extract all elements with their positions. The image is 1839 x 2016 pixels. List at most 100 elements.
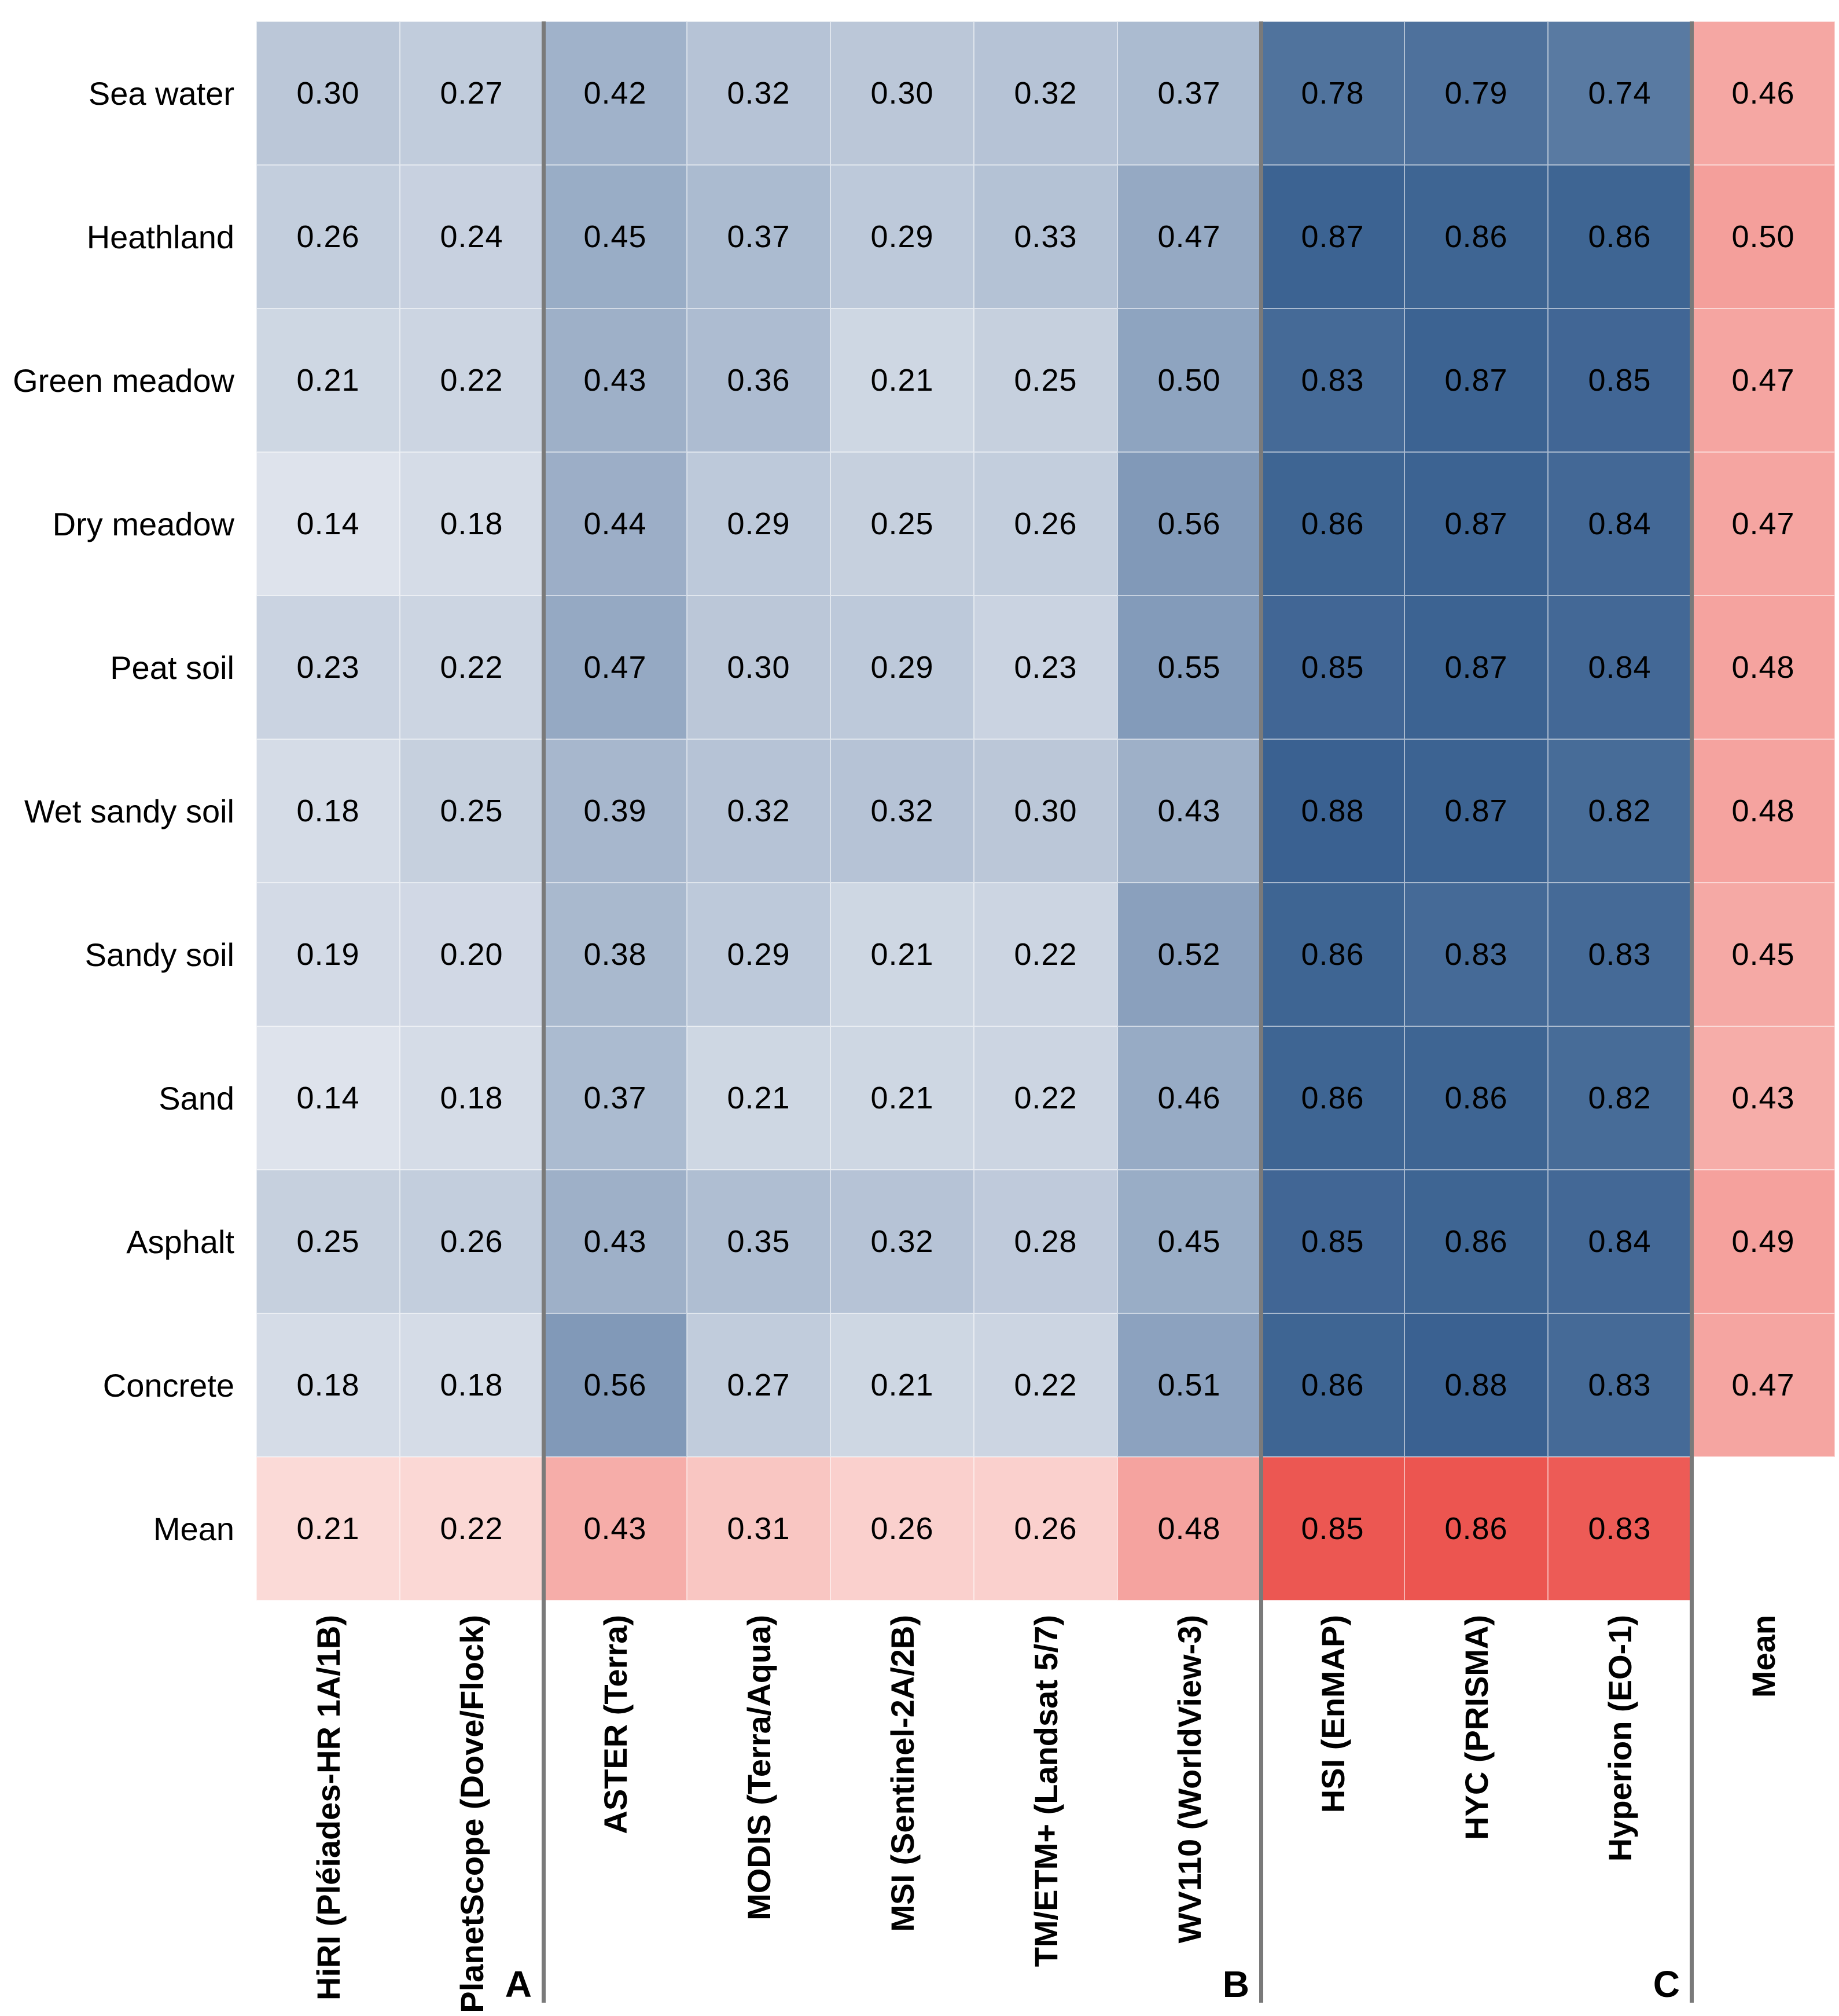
column-label-text: TM/ETM+ (Landsat 5/7)	[1027, 1615, 1064, 1967]
heatmap-cell: 0.24	[400, 165, 543, 309]
heatmap-cell: 0.86	[1404, 1026, 1548, 1170]
heatmap-cell: 0.86	[1261, 452, 1404, 596]
heatmap-cell: 0.30	[256, 21, 400, 165]
heatmap-cell: 0.39	[543, 739, 687, 883]
heatmap-cell: 0.36	[687, 309, 830, 452]
heatmap-cell: 0.32	[687, 739, 830, 883]
heatmap-cell: 0.18	[400, 1026, 543, 1170]
heatmap-cell: 0.86	[1404, 165, 1548, 309]
heatmap-cell: 0.43	[1117, 739, 1261, 883]
column-label: WV110 (WorldView-3)	[1117, 1615, 1261, 2008]
heatmap-cell: 0.29	[830, 596, 974, 739]
heatmap-cell: 0.86	[1548, 165, 1691, 309]
heatmap-cell: 0.18	[400, 452, 543, 596]
group-divider	[1689, 21, 1694, 2003]
heatmap-cell: 0.55	[1117, 596, 1261, 739]
heatmap-cell: 0.45	[543, 165, 687, 309]
heatmap-cell: 0.47	[1117, 165, 1261, 309]
heatmap-cell: 0.43	[543, 1170, 687, 1313]
heatmap-cell: 0.26	[400, 1170, 543, 1313]
heatmap-cell: 0.18	[256, 1313, 400, 1457]
heatmap-cell: 0.22	[974, 1026, 1117, 1170]
heatmap-cell: 0.25	[974, 309, 1117, 452]
group-label: A	[505, 1963, 532, 2005]
heatmap-cell: 0.87	[1404, 739, 1548, 883]
group-label: C	[1653, 1963, 1680, 2005]
heatmap-cell: 0.22	[974, 1313, 1117, 1457]
heatmap-cell: 0.88	[1404, 1313, 1548, 1457]
heatmap-cell: 0.50	[1117, 309, 1261, 452]
heatmap-cell: 0.21	[256, 1457, 400, 1600]
group-divider	[1259, 21, 1263, 2003]
heatmap-cell: 0.20	[400, 883, 543, 1026]
heatmap-cell: 0.56	[543, 1313, 687, 1457]
heatmap-cell: 0.78	[1261, 21, 1404, 165]
heatmap-cell: 0.26	[974, 452, 1117, 596]
heatmap-cell: 0.87	[1261, 165, 1404, 309]
heatmap-cell: 0.47	[1691, 309, 1835, 452]
heatmap-cell: 0.48	[1691, 739, 1835, 883]
heatmap-cell: 0.43	[1691, 1026, 1835, 1170]
heatmap-cell: 0.47	[1691, 452, 1835, 596]
heatmap-cell: 0.22	[974, 883, 1117, 1026]
heatmap-cell: 0.31	[687, 1457, 830, 1600]
heatmap-cell: 0.56	[1117, 452, 1261, 596]
column-label: ASTER (Terra)	[543, 1615, 687, 2008]
heatmap-cell: 0.44	[543, 452, 687, 596]
column-label: HYC (PRISMA)	[1404, 1615, 1548, 2008]
heatmap-cell: 0.30	[687, 596, 830, 739]
column-label: MSI (Sentinel-2A/2B)	[830, 1615, 974, 2008]
column-label-text: HSI (EnMAP)	[1314, 1615, 1351, 1813]
column-label-text: MSI (Sentinel-2A/2B)	[884, 1615, 921, 1932]
column-label: HiRI (Pléiades-HR 1A/1B)	[256, 1615, 400, 2008]
row-label: Wet sandy soil	[24, 792, 234, 829]
heatmap-cell: 0.87	[1404, 309, 1548, 452]
heatmap-cell: 0.47	[1691, 1313, 1835, 1457]
heatmap-cell: 0.51	[1117, 1313, 1261, 1457]
heatmap-cell: 0.43	[543, 1457, 687, 1600]
heatmap-cell: 0.74	[1548, 21, 1691, 165]
heatmap-cell: 0.21	[256, 309, 400, 452]
heatmap-cell: 0.28	[974, 1170, 1117, 1313]
column-label-text: HiRI (Pléiades-HR 1A/1B)	[310, 1615, 347, 2000]
column-label: HSI (EnMAP)	[1261, 1615, 1404, 2008]
heatmap-cell: 0.83	[1404, 883, 1548, 1026]
heatmap-cell: 0.85	[1261, 596, 1404, 739]
column-label-text: WV110 (WorldView-3)	[1171, 1615, 1208, 1944]
heatmap-cell: 0.25	[830, 452, 974, 596]
row-label: Sea water	[88, 75, 234, 112]
heatmap-cell: 0.84	[1548, 596, 1691, 739]
heatmap-cell: 0.21	[830, 309, 974, 452]
row-label: Concrete	[102, 1367, 234, 1404]
heatmap-cell: 0.30	[830, 21, 974, 165]
heatmap-cell: 0.86	[1261, 1026, 1404, 1170]
column-label: PlanetScope (Dove/Flock)	[400, 1615, 543, 2013]
heatmap-cell: 0.22	[400, 309, 543, 452]
row-label: Mean	[153, 1510, 234, 1547]
heatmap-cell: 0.18	[256, 739, 400, 883]
column-label-text: HYC (PRISMA)	[1458, 1615, 1495, 1840]
heatmap-cell: 0.85	[1548, 309, 1691, 452]
heatmap-cell: 0.35	[687, 1170, 830, 1313]
heatmap-cell: 0.87	[1404, 596, 1548, 739]
heatmap-cell: 0.86	[1261, 1313, 1404, 1457]
column-label-text: MODIS (Terra/Aqua)	[740, 1615, 777, 1920]
heatmap-cell: 0.48	[1691, 596, 1835, 739]
heatmap-cell: 0.45	[1691, 883, 1835, 1026]
heatmap-cell: 0.88	[1261, 739, 1404, 883]
heatmap-cell: 0.37	[1117, 21, 1261, 165]
heatmap-cell: 0.25	[400, 739, 543, 883]
heatmap-cell: 0.45	[1117, 1170, 1261, 1313]
heatmap-cell: 0.47	[543, 596, 687, 739]
heatmap-cell: 0.83	[1548, 1457, 1691, 1600]
heatmap-cell: 0.86	[1404, 1457, 1548, 1600]
heatmap-cell: 0.21	[687, 1026, 830, 1170]
column-label-text: Mean	[1745, 1615, 1782, 1698]
group-label: B	[1222, 1963, 1249, 2005]
heatmap-cell: 0.32	[830, 739, 974, 883]
heatmap-cell: 0.23	[256, 596, 400, 739]
row-label: Dry meadow	[52, 505, 234, 542]
heatmap-cell: 0.21	[830, 1313, 974, 1457]
heatmap-cell: 0.22	[400, 596, 543, 739]
